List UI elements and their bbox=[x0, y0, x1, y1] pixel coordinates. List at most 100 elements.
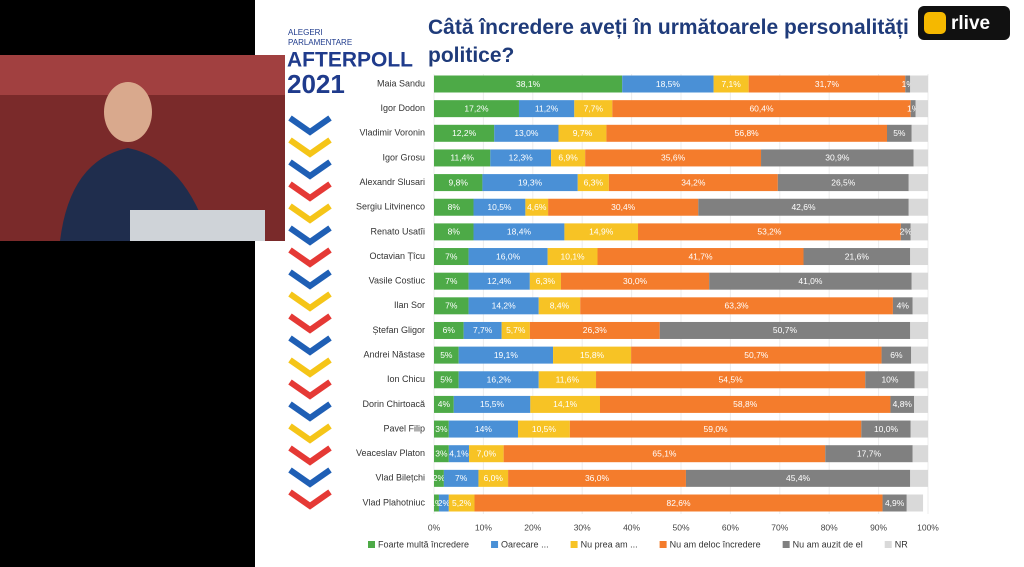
data-label: 30,4% bbox=[611, 202, 636, 212]
legend-label: Oarecare ... bbox=[501, 539, 549, 549]
bar-segment bbox=[508, 469, 686, 487]
legend-swatch bbox=[570, 541, 578, 548]
category-label: Dorin Chirtoacă bbox=[362, 399, 425, 409]
bar-segment bbox=[914, 371, 928, 389]
bar-segment bbox=[434, 100, 519, 118]
bar-segment bbox=[434, 371, 459, 389]
data-label: 30,9% bbox=[825, 153, 850, 163]
x-tick-label: 20% bbox=[524, 522, 541, 532]
data-label: 6,9% bbox=[558, 153, 578, 163]
bar-segment bbox=[490, 149, 552, 167]
data-label: 5% bbox=[440, 375, 453, 385]
data-label: 15,5% bbox=[480, 399, 505, 409]
x-tick-label: 70% bbox=[771, 522, 788, 532]
category-label: Igor Dodon bbox=[380, 103, 425, 113]
data-label: 4,8% bbox=[893, 399, 913, 409]
bar-segment bbox=[434, 75, 623, 93]
data-label: 6,0% bbox=[484, 473, 504, 483]
legend-label: Nu prea am ... bbox=[581, 539, 638, 549]
data-label: 15,8% bbox=[580, 350, 605, 360]
data-label: 42,6% bbox=[791, 202, 816, 212]
data-label: 2% bbox=[433, 473, 446, 483]
bar-segment bbox=[560, 272, 710, 290]
data-label: 11,2% bbox=[535, 103, 559, 113]
category-label: Renato Usatîi bbox=[370, 226, 425, 236]
data-label: 16,0% bbox=[496, 251, 521, 261]
category-label: Maia Sandu bbox=[377, 78, 425, 88]
bar-segment bbox=[434, 395, 454, 413]
data-label: 17,2% bbox=[464, 103, 489, 113]
bar-segment bbox=[597, 248, 804, 266]
data-label: 7,7% bbox=[473, 325, 493, 335]
data-label: 7% bbox=[445, 301, 458, 311]
bar-segment bbox=[468, 272, 530, 290]
bar-segment bbox=[468, 248, 548, 266]
data-label: 82,6% bbox=[666, 498, 691, 508]
data-label: 1% bbox=[907, 103, 920, 113]
legend-swatch bbox=[368, 541, 375, 548]
bar-segment bbox=[910, 248, 928, 266]
bar-segment bbox=[443, 469, 479, 487]
data-label: 45,4% bbox=[786, 473, 811, 483]
bar-segment bbox=[434, 149, 491, 167]
data-label: 7% bbox=[455, 473, 468, 483]
bar-segment bbox=[585, 149, 762, 167]
legend-swatch bbox=[491, 541, 499, 548]
bar-segment bbox=[908, 198, 928, 216]
data-label: 11,4% bbox=[450, 153, 474, 163]
legend-label: Nu am deloc încredere bbox=[670, 539, 761, 549]
bar-segment bbox=[469, 445, 504, 463]
bar-segment bbox=[912, 297, 928, 315]
bar-segment bbox=[825, 445, 913, 463]
bar-segment bbox=[448, 420, 518, 438]
data-label: 26,5% bbox=[831, 177, 856, 187]
bar-segment bbox=[438, 494, 449, 512]
bar-segment bbox=[910, 75, 928, 93]
channel-name: rlive bbox=[951, 13, 990, 34]
data-label: 3% bbox=[435, 424, 448, 434]
bar-segment bbox=[529, 321, 660, 339]
bar-segment bbox=[622, 75, 714, 93]
logo-brand: AFTERPOLL bbox=[287, 49, 413, 72]
bar-segment bbox=[577, 174, 609, 192]
data-label: 7,7% bbox=[584, 103, 604, 113]
bar-segment bbox=[458, 371, 539, 389]
data-label: 14,1% bbox=[553, 399, 578, 409]
bar-segment bbox=[599, 395, 891, 413]
bar-segment bbox=[803, 248, 911, 266]
bar-segment bbox=[911, 346, 928, 364]
data-label: 65,1% bbox=[652, 448, 677, 458]
channel-logo: rlive bbox=[918, 6, 1010, 40]
data-label: 8,4% bbox=[550, 301, 570, 311]
bar-segment bbox=[900, 223, 911, 241]
bar-segment bbox=[434, 494, 439, 512]
legend-swatch bbox=[782, 541, 790, 548]
data-label: 3% bbox=[435, 448, 448, 458]
data-label: 26,3% bbox=[583, 325, 608, 335]
data-label: 58,8% bbox=[733, 399, 758, 409]
data-label: 6,3% bbox=[584, 177, 604, 187]
video-feed bbox=[0, 55, 285, 241]
data-label: 53,2% bbox=[757, 227, 782, 237]
category-label: Sergiu Litvinenco bbox=[356, 202, 425, 212]
bar-segment bbox=[434, 248, 469, 266]
x-tick-label: 50% bbox=[672, 522, 689, 532]
x-tick-label: 40% bbox=[623, 522, 640, 532]
data-label: 2% bbox=[438, 498, 451, 508]
bar-segment bbox=[558, 124, 607, 142]
bar-segment bbox=[517, 420, 570, 438]
x-tick-label: 30% bbox=[574, 522, 591, 532]
category-label: Vlad Bilețchi bbox=[375, 473, 425, 483]
data-label: 10,5% bbox=[487, 202, 512, 212]
data-label: 14,9% bbox=[589, 227, 614, 237]
bar-segment bbox=[910, 321, 928, 339]
data-label: 21,6% bbox=[845, 251, 870, 261]
data-label: 5% bbox=[440, 350, 453, 360]
category-label: Veaceslav Platon bbox=[356, 448, 425, 458]
data-label: 8% bbox=[448, 202, 461, 212]
data-label: 50,7% bbox=[744, 350, 769, 360]
x-tick-label: 90% bbox=[870, 522, 887, 532]
data-label: 18,5% bbox=[656, 79, 681, 89]
bar-segment bbox=[529, 272, 561, 290]
data-label: 19,3% bbox=[518, 177, 543, 187]
